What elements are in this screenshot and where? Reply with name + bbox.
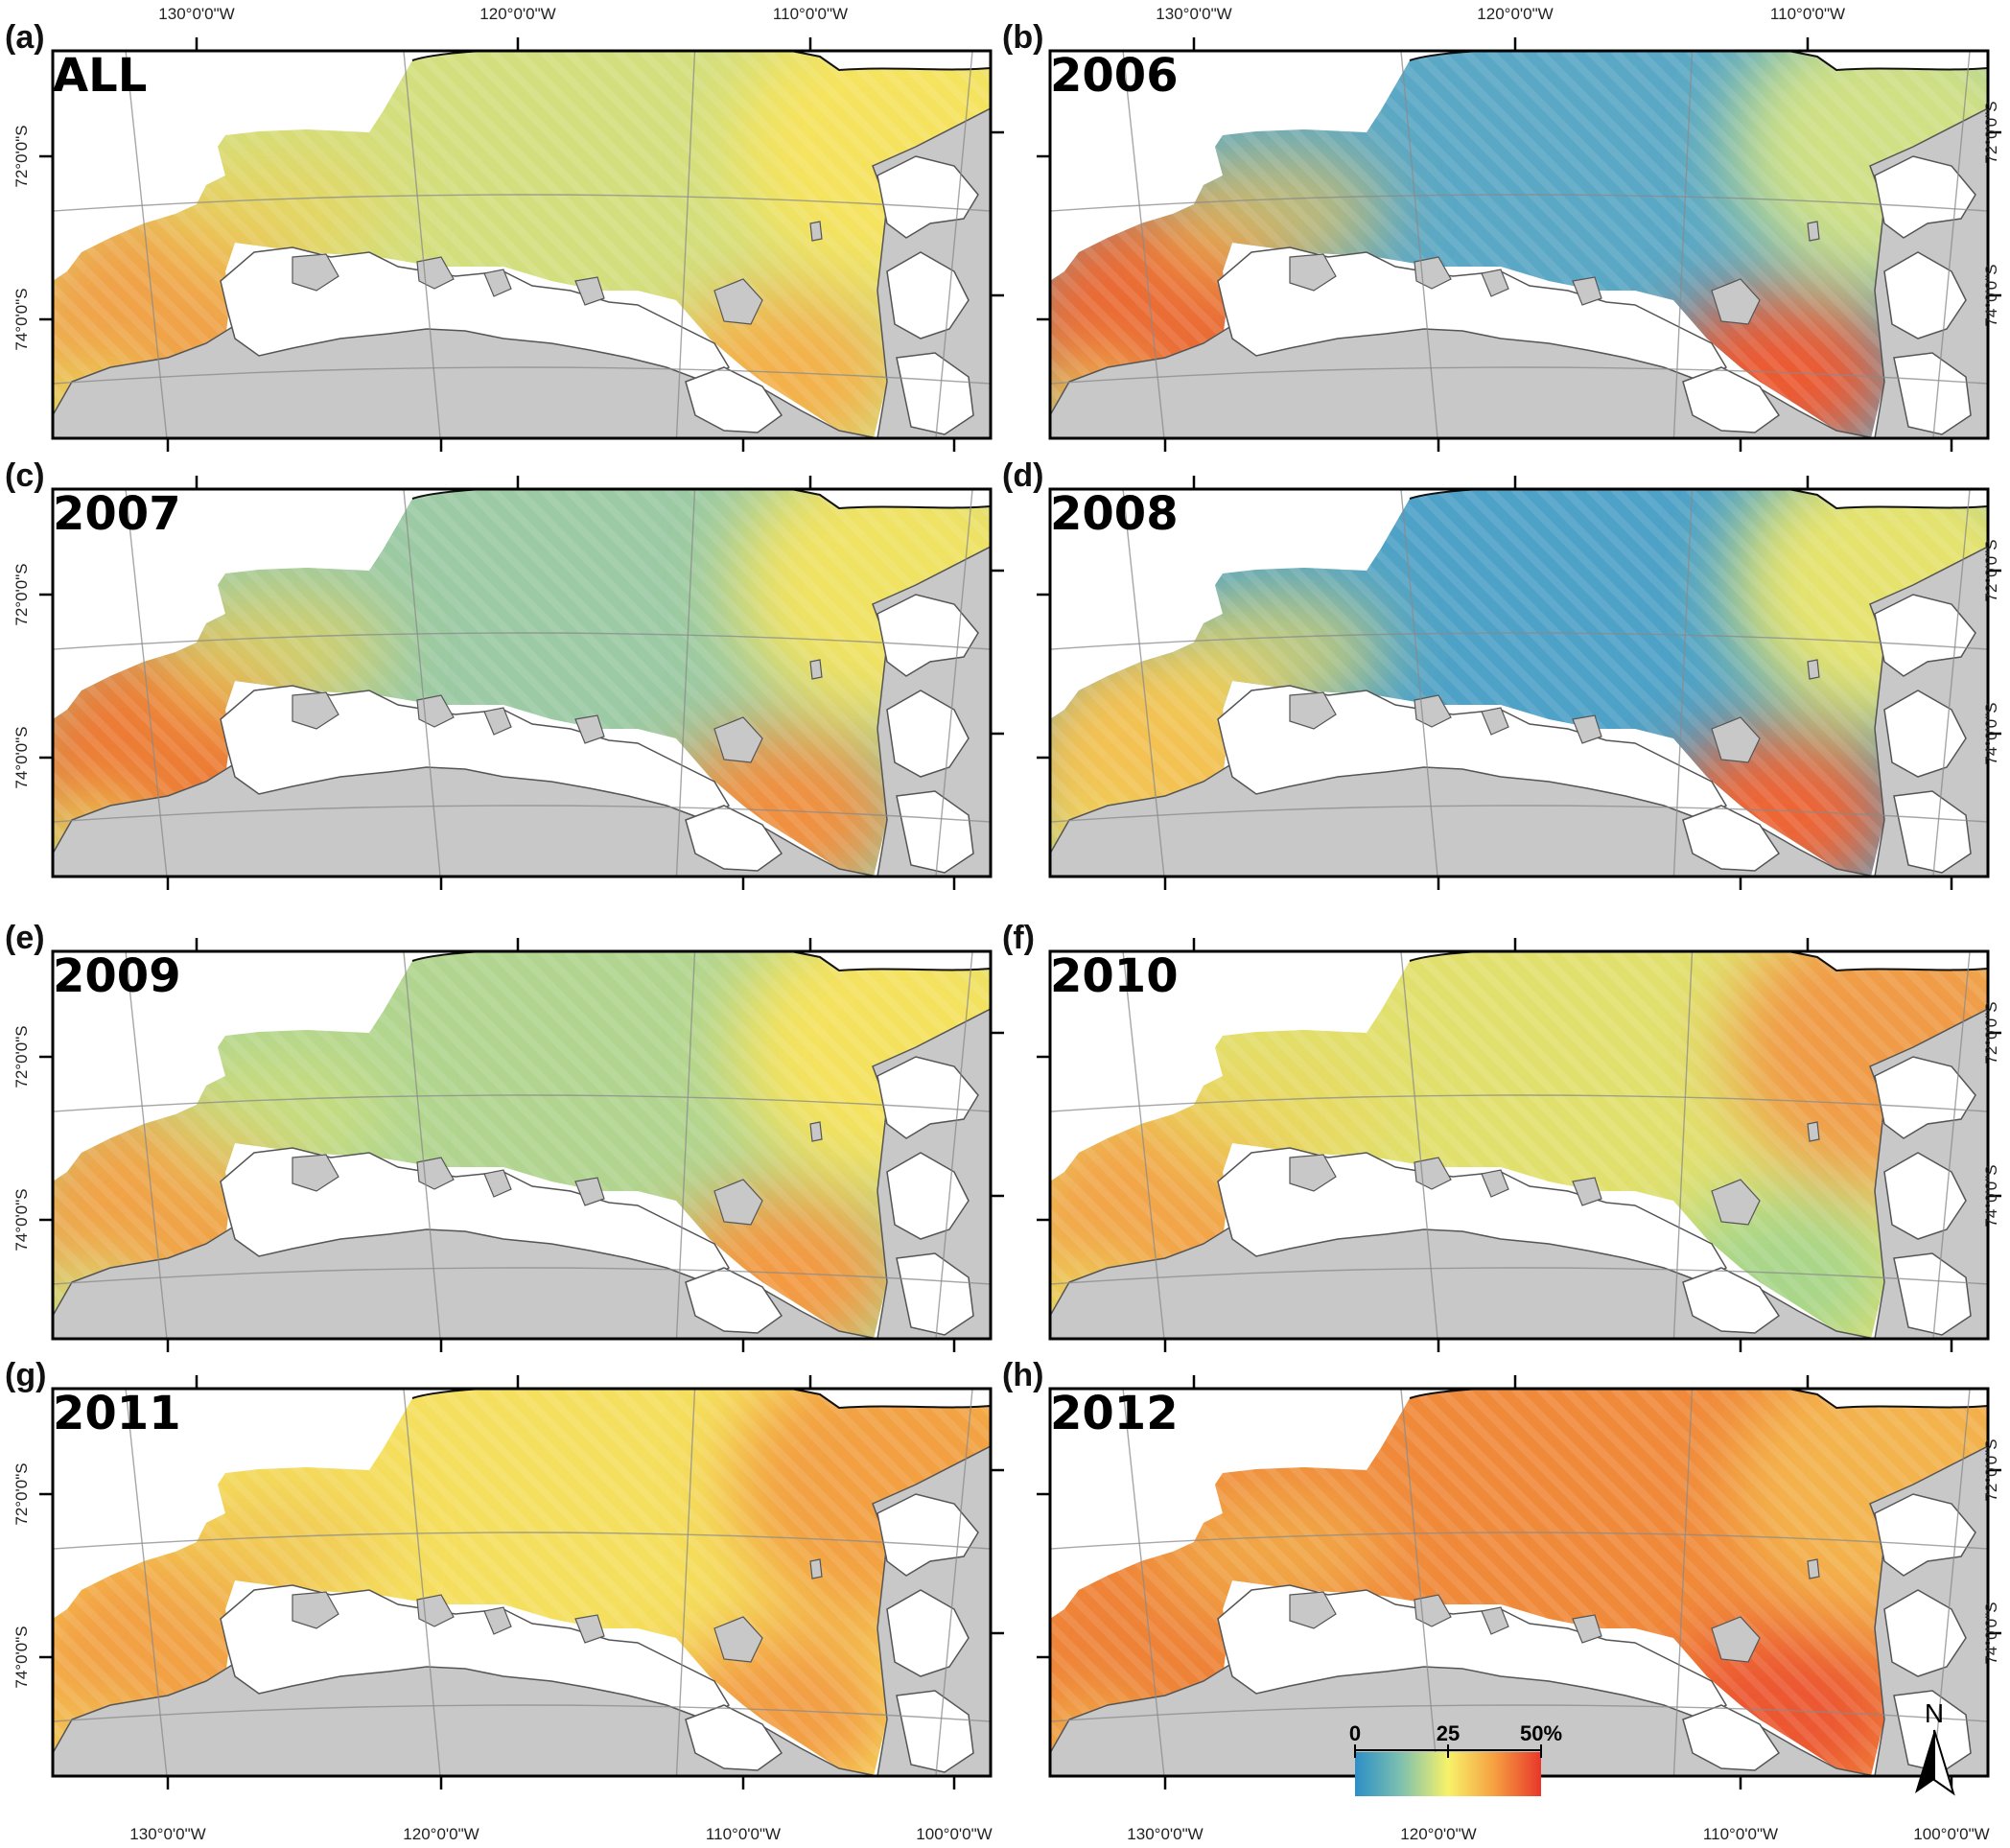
top-lon-label: 130°0'0"W	[1156, 5, 1231, 23]
legend-tick-label: 25	[1437, 1721, 1460, 1745]
left-lat-label: 72°0'0"S	[12, 125, 31, 187]
left-lat-label: 74°0'0"S	[12, 1626, 31, 1688]
map-frame	[51, 949, 993, 1341]
panel-title: 2008	[1050, 487, 1179, 541]
map-panel: (f) 2010	[1002, 920, 2001, 1352]
top-lon-label: 110°0'0"W	[773, 5, 848, 23]
axis-labels: 130°0'0"W 120°0'0"W 110°0'0"W 130°0'0"W 120°…	[12, 5, 2000, 1843]
left-lat-label: 74°0'0"S	[12, 288, 31, 350]
bottom-lon-label: 130°0'0"W	[129, 1825, 205, 1843]
panel-label: (a)	[5, 19, 45, 56]
map-panels: (a)ALL(b)2006(c)2007(d)2008(e)2009(f)201…	[5, 19, 2001, 1790]
panel-title: 2006	[1050, 49, 1179, 103]
top-lon-label: 130°0'0"W	[158, 5, 234, 23]
map-panel: (d)2008	[1002, 457, 2001, 890]
map-panel: (g)2011	[5, 1357, 1004, 1790]
legend-colorbar	[1355, 1752, 1541, 1796]
panel-label: (f)	[1002, 920, 1035, 956]
panel-title: 2012	[1050, 1387, 1179, 1440]
map-frame	[51, 49, 993, 440]
right-lat-label: 72°0'0"S	[1982, 1001, 2000, 1064]
panel-label: (c)	[5, 457, 45, 494]
bottom-lon-label: 130°0'0"W	[1127, 1825, 1203, 1843]
map-panel: (a)ALL	[5, 19, 1004, 452]
panel-title: 2009	[53, 949, 181, 1003]
right-lat-label: 72°0'0"S	[1982, 1439, 2000, 1501]
north-arrow: N	[1915, 1698, 1955, 1796]
panel-label: (b)	[1002, 19, 1043, 56]
panel-label: (d)	[1002, 457, 1043, 494]
right-lat-label: 72°0'0"S	[1982, 539, 2000, 601]
top-lon-label: 120°0'0"W	[479, 5, 555, 23]
panel-title: 2011	[53, 1387, 181, 1440]
map-frame	[51, 1387, 993, 1778]
bottom-lon-label: 120°0'0"W	[1400, 1825, 1476, 1843]
legend-tick-label: 0	[1349, 1721, 1361, 1745]
left-lat-label: 72°0'0"S	[12, 1462, 31, 1525]
top-lon-label: 120°0'0"W	[1477, 5, 1553, 23]
panel-label: (e)	[5, 920, 45, 956]
left-lat-label: 72°0'0"S	[12, 1025, 31, 1088]
bottom-lon-label: 110°0'0"W	[706, 1825, 781, 1843]
bottom-lon-label: 110°0'0"W	[1703, 1825, 1778, 1843]
map-frame	[1048, 49, 1990, 440]
panel-title: ALL	[53, 49, 147, 103]
map-frame	[1048, 949, 1990, 1341]
left-lat-label: 74°0'0"S	[12, 1188, 31, 1251]
legend-tick-label: 50%	[1520, 1721, 1562, 1745]
map-frame	[1048, 487, 1990, 878]
right-lat-label: 72°0'0"S	[1982, 101, 2000, 163]
right-lat-label: 74°0'0"S	[1982, 1602, 2000, 1664]
percent-legend: 0 25 50%	[1349, 1721, 1562, 1796]
panel-title: 2010	[1050, 949, 1179, 1003]
map-panel: (b)2006	[1002, 19, 2001, 452]
right-lat-label: 74°0'0"S	[1982, 264, 2000, 326]
bottom-lon-label: 100°0'0"W	[1913, 1825, 1989, 1843]
map-panel: (c)2007	[5, 457, 1004, 890]
panel-title: 2007	[53, 487, 181, 541]
right-lat-label: 74°0'0"S	[1982, 1164, 2000, 1227]
panel-label: (g)	[5, 1357, 46, 1393]
top-lon-label: 110°0'0"W	[1770, 5, 1845, 23]
right-lat-label: 74°0'0"S	[1982, 702, 2000, 764]
map-panel: (h)2012	[1002, 1357, 2001, 1790]
panel-label: (h)	[1002, 1357, 1043, 1393]
map-frame	[51, 487, 993, 878]
map-panel: (e)2009	[5, 920, 1004, 1352]
bottom-lon-label: 120°0'0"W	[403, 1825, 479, 1843]
bottom-lon-label: 100°0'0"W	[916, 1825, 992, 1843]
north-arrow-icon	[1915, 1730, 1934, 1793]
north-label: N	[1925, 1698, 1944, 1728]
left-lat-label: 74°0'0"S	[12, 726, 31, 788]
left-lat-label: 72°0'0"S	[12, 563, 31, 625]
